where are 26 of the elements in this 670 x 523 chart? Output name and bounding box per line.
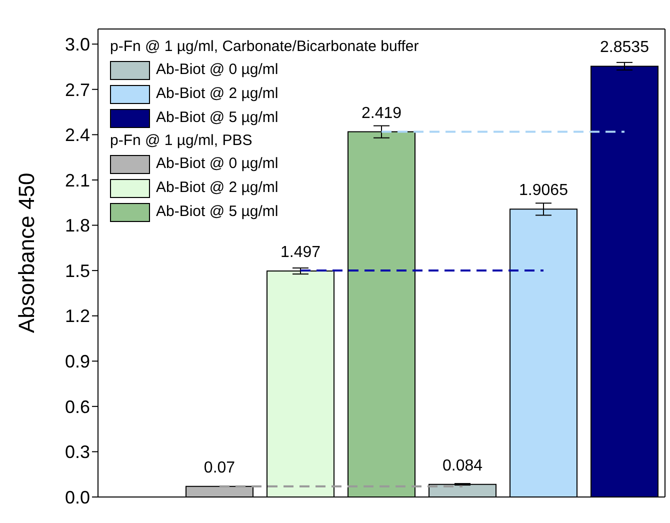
legend-label: Ab-Biot @ 2 µg/ml [156,84,278,104]
data-label: 0.084 [442,457,483,474]
y-tick-label: 1.2 [64,306,90,326]
legend-label: Ab-Biot @ 2 µg/ml [156,178,278,198]
y-tick-label: 0.3 [64,442,90,462]
y-tick-label: 0.0 [64,487,90,508]
data-label: 2.8535 [600,39,650,56]
y-tick-label: 2.1 [64,170,90,190]
annotation: p-Fn @ 1 µg/ml, PBS [110,131,254,151]
y-axis-title: Absorbance 450 [14,172,39,333]
y-tick-label: 2.7 [64,80,90,100]
annotation: p-Fn @ 1 µg/ml, Carbonate/Bicarbonate buffer [110,37,419,57]
legend-label: Ab-Biot @ 5 µg/ml [156,202,278,222]
y-tick-label: 0.6 [64,396,90,417]
y-tick-label: 1.8 [64,216,90,236]
legend-label: Ab-Biot @ 0 µg/ml [156,60,278,80]
y-tick-label: 2.4 [64,125,90,146]
legend-label: Ab-Biot @ 5 µg/ml [156,108,278,128]
data-label: 2.419 [361,104,402,122]
y-tick-label: 3.0 [64,34,90,54]
data-label: 1.497 [280,244,321,261]
data-label: 0.07 [204,459,236,476]
data-label: 1.9065 [519,182,568,200]
legend-label: Ab-Biot @ 0 µg/ml [156,154,278,174]
y-tick-label: 1.5 [64,260,90,281]
y-tick-label: 0.9 [64,352,90,372]
